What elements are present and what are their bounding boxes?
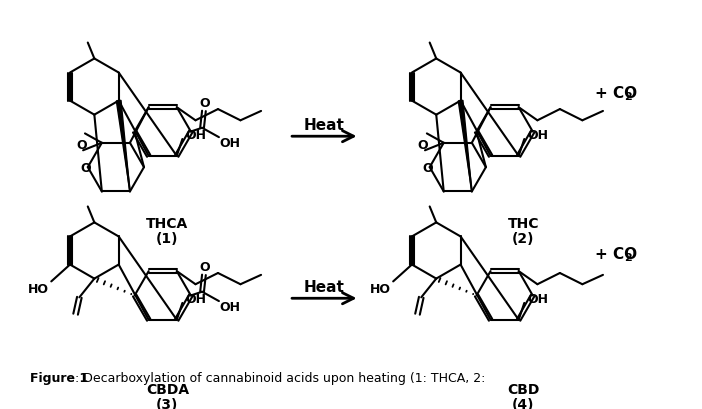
Text: 2: 2 bbox=[625, 92, 633, 102]
Text: OH: OH bbox=[527, 292, 548, 305]
Text: OH: OH bbox=[185, 128, 206, 142]
Text: 2: 2 bbox=[625, 252, 633, 263]
Text: (4): (4) bbox=[512, 397, 535, 409]
Text: + CO: + CO bbox=[595, 246, 637, 261]
Polygon shape bbox=[458, 101, 472, 192]
Text: THC: THC bbox=[508, 217, 539, 231]
Text: O: O bbox=[423, 161, 433, 174]
Text: Heat: Heat bbox=[303, 279, 344, 294]
Text: OH: OH bbox=[220, 137, 241, 150]
Text: + CO: + CO bbox=[595, 85, 637, 101]
Text: CBDA: CBDA bbox=[146, 382, 189, 396]
Text: Figure 1: Figure 1 bbox=[29, 371, 88, 384]
Text: (2): (2) bbox=[512, 232, 535, 246]
Text: HO: HO bbox=[369, 283, 390, 296]
Text: OH: OH bbox=[220, 301, 241, 313]
Text: (1): (1) bbox=[156, 232, 178, 246]
Text: HO: HO bbox=[27, 283, 48, 296]
Text: : Decarboxylation of cannabinoid acids upon heating (1: THCA, 2:: : Decarboxylation of cannabinoid acids u… bbox=[74, 371, 485, 384]
Text: (3): (3) bbox=[157, 397, 178, 409]
Text: OH: OH bbox=[185, 292, 206, 305]
Text: Heat: Heat bbox=[303, 117, 344, 132]
Text: OH: OH bbox=[527, 128, 548, 142]
Text: THCA: THCA bbox=[146, 217, 189, 231]
Text: CBD: CBD bbox=[507, 382, 540, 396]
Text: O: O bbox=[199, 260, 210, 273]
Text: O: O bbox=[418, 139, 428, 152]
Text: O: O bbox=[199, 97, 210, 110]
Polygon shape bbox=[117, 101, 130, 192]
Text: O: O bbox=[76, 139, 86, 152]
Text: O: O bbox=[81, 161, 91, 174]
